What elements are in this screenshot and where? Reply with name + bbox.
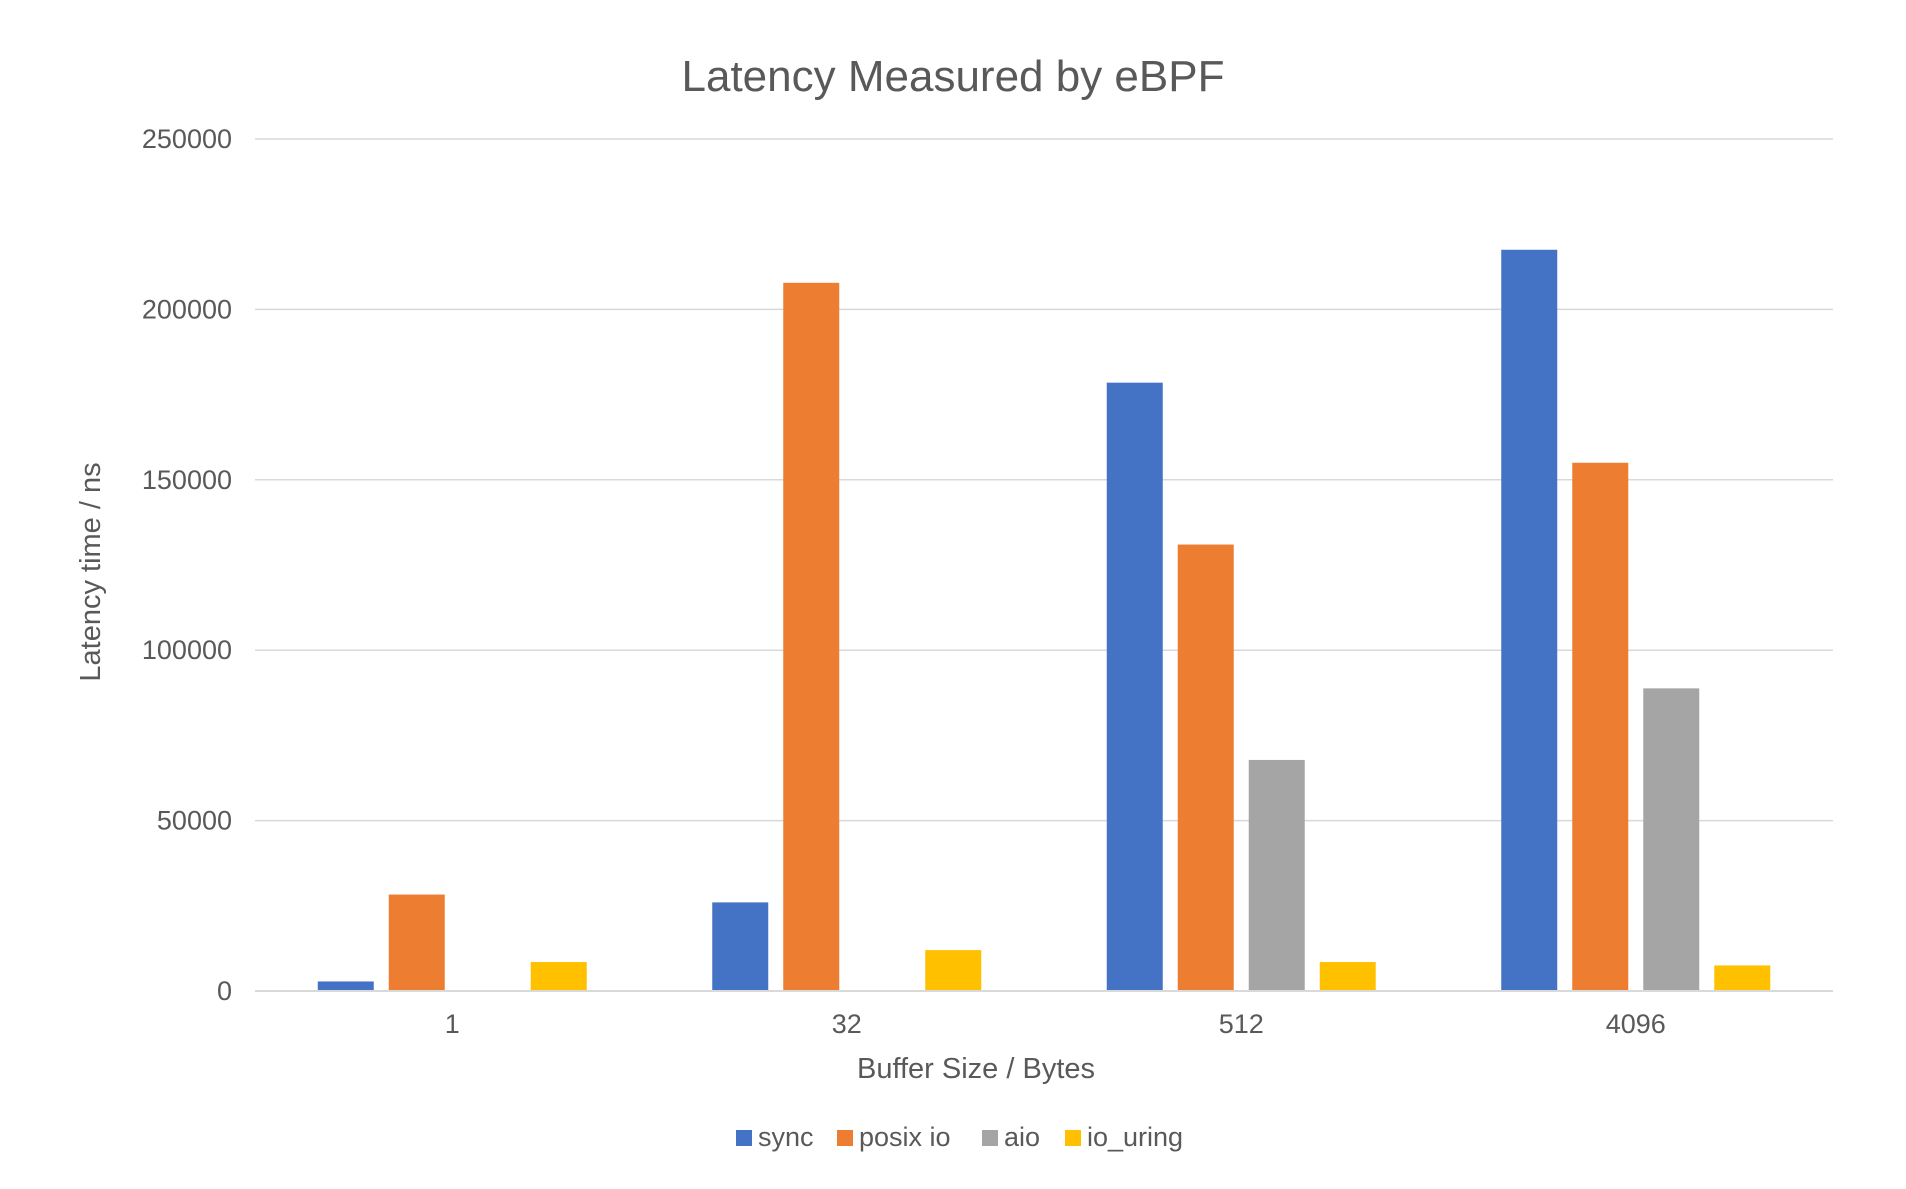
bar-sync-32 xyxy=(712,902,769,991)
bar-posix-io-4096 xyxy=(1572,462,1629,991)
bar-io-uring-1 xyxy=(530,962,587,991)
bar-io-uring-32 xyxy=(925,950,982,991)
y-tick-label: 50000 xyxy=(157,806,232,836)
x-tick-label: 1 xyxy=(445,1009,460,1039)
bar-io-uring-4096 xyxy=(1714,965,1771,991)
x-tick-label: 4096 xyxy=(1606,1009,1666,1039)
bar-sync-512 xyxy=(1106,382,1163,991)
y-tick-label: 150000 xyxy=(142,465,232,495)
legend-swatch xyxy=(1065,1130,1081,1146)
bar-sync-1 xyxy=(317,981,374,991)
bar-posix-io-1 xyxy=(388,894,445,991)
bar-aio-4096 xyxy=(1643,688,1700,991)
y-axis-ticks: 0 50000 100000 150000 200000 250000 xyxy=(142,124,232,1006)
legend: sync posix io aio io_uring xyxy=(736,1122,1183,1152)
y-tick-label: 250000 xyxy=(142,124,232,154)
x-axis-title: Buffer Size / Bytes xyxy=(857,1053,1095,1085)
bar-posix-io-32 xyxy=(783,282,840,991)
bar-aio-512 xyxy=(1248,759,1305,991)
legend-swatch xyxy=(837,1130,853,1146)
x-tick-label: 32 xyxy=(832,1009,862,1039)
y-tick-label: 200000 xyxy=(142,294,232,324)
x-tick-label: 512 xyxy=(1219,1009,1264,1039)
legend-swatch xyxy=(982,1130,998,1146)
bar-io-uring-512 xyxy=(1319,962,1376,991)
chart-title: Latency Measured by eBPF xyxy=(682,52,1225,101)
legend-label: posix io xyxy=(859,1122,951,1152)
y-axis-title: Latency time / ns xyxy=(75,462,107,681)
bars xyxy=(317,249,1771,991)
x-axis-ticks: 1 32 512 4096 xyxy=(445,1009,1666,1039)
y-tick-label: 100000 xyxy=(142,635,232,665)
legend-label: io_uring xyxy=(1087,1122,1183,1152)
bar-sync-4096 xyxy=(1501,249,1558,991)
legend-label: sync xyxy=(758,1122,814,1152)
bar-posix-io-512 xyxy=(1177,544,1234,991)
legend-swatch xyxy=(736,1130,752,1146)
legend-label: aio xyxy=(1004,1122,1040,1152)
gridlines xyxy=(255,138,1833,822)
y-tick-label: 0 xyxy=(217,976,232,1006)
